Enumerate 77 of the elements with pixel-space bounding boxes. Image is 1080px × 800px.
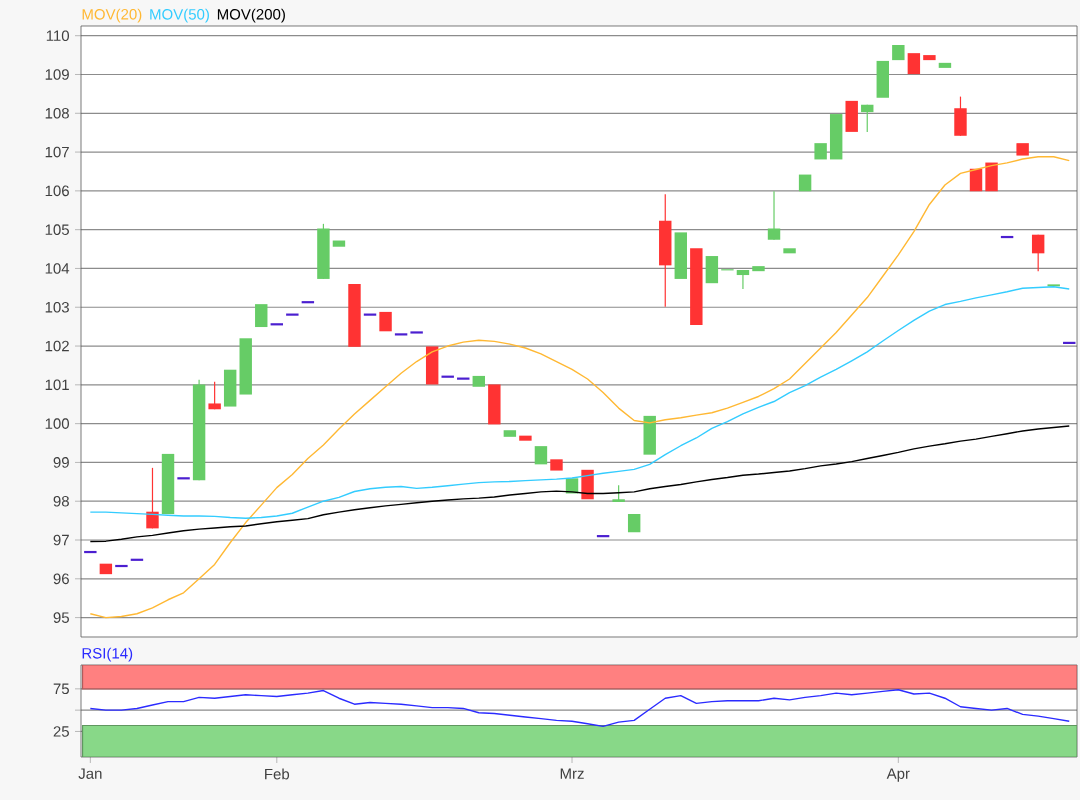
candlestick	[332, 240, 346, 247]
candlestick	[176, 477, 191, 480]
y-tick-label: 25	[53, 726, 69, 737]
text: MOV(20)	[82, 8, 142, 23]
candlestick	[829, 114, 843, 160]
candlestick	[161, 453, 175, 515]
candlestick	[674, 232, 688, 279]
candlestick	[923, 55, 936, 61]
candlestick	[208, 381, 221, 410]
candlestick	[1031, 234, 1045, 272]
y-tick-label: 103	[45, 301, 69, 313]
text: MOV(200)	[217, 8, 285, 23]
candlestick	[845, 100, 858, 132]
y-tick-label: 95	[53, 612, 69, 623]
candlestick	[907, 53, 921, 75]
candlestick	[223, 369, 237, 407]
x-tick-label: Jan	[78, 768, 102, 779]
candlestick	[285, 313, 300, 316]
candlestick	[550, 459, 563, 471]
candlestick	[690, 248, 703, 326]
candlestick	[534, 446, 548, 465]
y-tick-label: 101	[45, 379, 69, 391]
candlestick	[892, 45, 905, 61]
y-tick-label: 97	[53, 534, 69, 546]
candlestick	[643, 415, 656, 455]
y-tick-label: 98	[53, 495, 69, 507]
candlestick	[861, 104, 874, 133]
candlestick	[736, 269, 750, 290]
x-tick-label: Mrz	[560, 768, 584, 779]
candlestick	[767, 190, 781, 241]
candlestick	[488, 384, 501, 425]
candlestick	[472, 375, 485, 387]
candlestick	[705, 256, 719, 284]
candlestick	[876, 60, 889, 98]
y-tick-label: 110	[46, 30, 70, 42]
line-series	[89, 156, 1070, 619]
candlestick	[255, 304, 268, 328]
candlestick	[814, 143, 827, 160]
candlestick	[409, 331, 424, 334]
candlestick	[99, 563, 113, 575]
candlestick	[1016, 143, 1029, 156]
y-tick-label: 104	[45, 263, 70, 274]
candlestick	[114, 564, 129, 568]
candlestick	[581, 469, 594, 500]
candlestick	[969, 168, 983, 192]
candlestick	[425, 346, 439, 385]
x-tick-label: Feb	[265, 768, 290, 780]
candlestick	[379, 311, 392, 332]
y-tick-label: 99	[53, 457, 69, 468]
candlestick	[393, 333, 409, 336]
candlestick	[83, 550, 98, 554]
candlestick	[519, 435, 532, 441]
candlestick	[440, 375, 456, 378]
candlestick	[503, 430, 517, 437]
text: MOV(50)	[150, 8, 209, 23]
candlestick	[798, 174, 812, 192]
candlestick	[627, 514, 641, 533]
y-tick-label: 102	[45, 340, 69, 352]
x-tick-label: Apr	[886, 768, 910, 782]
candlestick	[783, 248, 796, 254]
candlestick	[239, 338, 252, 395]
y-tick-label: 109	[45, 69, 69, 80]
y-tick-label: 106	[45, 185, 69, 197]
candlestick	[1047, 284, 1060, 287]
y-tick-label: 108	[45, 107, 69, 119]
line-series	[89, 425, 1070, 543]
y-tick-label: 105	[45, 224, 69, 235]
candlestick	[938, 62, 952, 68]
y-tick-label: 75	[53, 683, 69, 695]
candlestick	[752, 266, 765, 272]
text: RSI(14)	[82, 647, 133, 662]
candlestick	[146, 467, 159, 529]
y-tick-label: 96	[53, 573, 69, 585]
y-tick-label: 100	[45, 418, 70, 429]
y-tick-label: 107	[45, 146, 69, 158]
candlestick	[348, 283, 361, 347]
candlestick	[985, 162, 998, 192]
